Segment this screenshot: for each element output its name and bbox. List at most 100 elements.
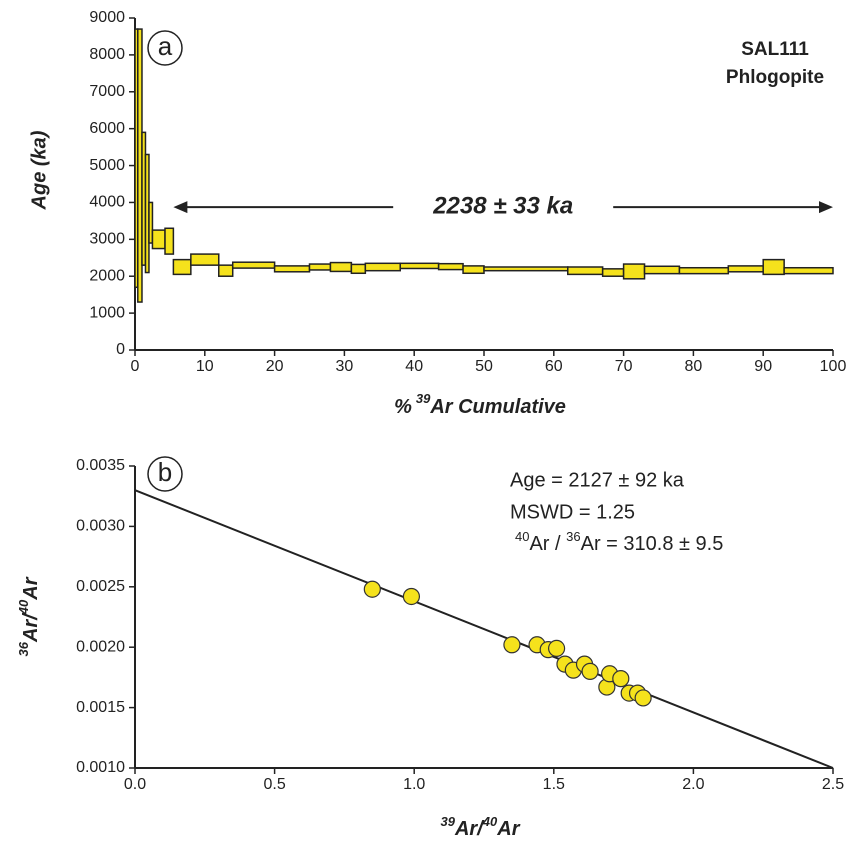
step-box: [172, 258, 192, 276]
x-tick-label: 60: [545, 358, 563, 375]
data-point: [612, 670, 630, 688]
x-tick-label: 80: [685, 358, 703, 375]
sample-name: SAL111: [741, 39, 809, 60]
y-tick-label: 0.0025: [76, 578, 125, 595]
panel-badge: [147, 456, 183, 492]
y-tick-label: 4000: [89, 194, 125, 211]
panel-label: a: [158, 31, 173, 61]
fit-line: [134, 489, 834, 769]
step-box: [148, 201, 154, 244]
x-axis-label: % 39Ar Cumulative: [394, 391, 566, 418]
step-box: [483, 266, 569, 272]
stat-sup: 36: [566, 529, 580, 544]
x-tick-label: 50: [475, 358, 493, 375]
data-point: [503, 636, 521, 654]
label-part: %: [394, 396, 412, 418]
y-tick-label: 7000: [89, 83, 125, 100]
step-box: [218, 264, 234, 277]
step-box: [622, 263, 646, 280]
step-box: [762, 258, 785, 276]
step-box: [437, 262, 464, 271]
x-tick-label: 20: [266, 358, 284, 375]
x-tick-label: 0.5: [263, 776, 285, 793]
step-box: [678, 266, 730, 275]
label-sup: 36: [16, 641, 31, 656]
panel-badge: [147, 30, 183, 66]
stat-part: Ar = 310.8 ± 9.5: [581, 533, 724, 555]
panel-label: b: [158, 457, 172, 487]
y-tick-label: 9000: [89, 9, 125, 26]
step-box: [190, 253, 220, 266]
y-tick-label: 6000: [89, 120, 125, 137]
data-point: [547, 639, 566, 658]
x-axis-label: 39Ar/40Ar: [441, 814, 521, 840]
label-part: Ar: [20, 576, 42, 600]
y-tick-label: 3000: [89, 231, 125, 248]
arrow-head: [173, 201, 188, 214]
x-tick-label: 1.5: [543, 776, 565, 793]
y-tick-label: 8000: [89, 46, 125, 63]
plateau-label: 2238 ± 33 ka: [432, 193, 573, 220]
step-box: [462, 265, 485, 275]
x-tick-label: 2.0: [682, 776, 704, 793]
step-box: [364, 262, 401, 272]
step-box: [308, 263, 332, 271]
data-point: [634, 689, 652, 707]
stat-sup: 40: [515, 529, 529, 544]
mineral-name: Phlogopite: [726, 67, 824, 88]
step-box: [601, 268, 625, 277]
x-tick-label: 30: [336, 358, 354, 375]
label-sup: 39: [441, 814, 456, 829]
y-tick-label: 0.0015: [76, 699, 125, 716]
data-point: [402, 587, 421, 606]
step-box: [164, 227, 175, 255]
step-box: [783, 266, 834, 275]
stat-line: Age = 2127 ± 92 ka: [510, 469, 685, 491]
y-tick-label: 0.0010: [76, 759, 125, 776]
step-box: [643, 265, 681, 275]
stat-line: 40Ar / 36Ar = 310.8 ± 9.5: [515, 529, 723, 555]
label-sup: 40: [16, 599, 31, 615]
y-axis-label: Age (ka): [28, 130, 50, 210]
data-point: [581, 662, 599, 680]
step-box: [231, 261, 276, 269]
step-box: [273, 265, 311, 273]
stat-line: MSWD = 1.25: [510, 501, 635, 523]
label-bg: [393, 191, 614, 224]
x-tick-label: 100: [820, 358, 847, 375]
y-tick-label: 1000: [89, 304, 125, 321]
label-part: Ar Cumulative: [429, 396, 566, 418]
x-tick-label: 90: [754, 358, 772, 375]
stat-part: Ar /: [529, 533, 566, 555]
x-tick-label: 10: [196, 358, 214, 375]
x-tick-label: 2.5: [822, 776, 844, 793]
x-tick-label: 70: [615, 358, 633, 375]
y-tick-label: 0.0020: [76, 638, 125, 655]
x-tick-label: 0.0: [124, 776, 146, 793]
step-box: [329, 261, 353, 273]
label-sup: 39: [416, 391, 431, 406]
x-tick-label: 1.0: [403, 776, 425, 793]
arrow-head: [819, 201, 833, 214]
label-part: Ar/: [454, 818, 485, 840]
step-box: [567, 266, 604, 276]
step-box: [350, 263, 367, 275]
data-point: [363, 580, 381, 598]
plateau-arrow: 2238 ± 33 ka: [173, 191, 833, 224]
step-box: [727, 265, 764, 273]
step-box: [399, 262, 440, 270]
y-tick-label: 2000: [89, 267, 125, 284]
x-tick-label: 40: [405, 358, 423, 375]
step-box: [151, 229, 166, 250]
label-part: Ar: [496, 818, 520, 840]
label-sup: 40: [482, 814, 498, 829]
y-tick-label: 0: [116, 341, 125, 358]
y-axis-label: 36Ar/40Ar: [16, 576, 42, 656]
y-tick-label: 0.0035: [76, 457, 125, 474]
label-part: Ar/: [20, 612, 42, 643]
x-tick-label: 0: [131, 358, 140, 375]
y-tick-label: 0.0030: [76, 518, 125, 535]
y-tick-label: 5000: [89, 157, 125, 174]
